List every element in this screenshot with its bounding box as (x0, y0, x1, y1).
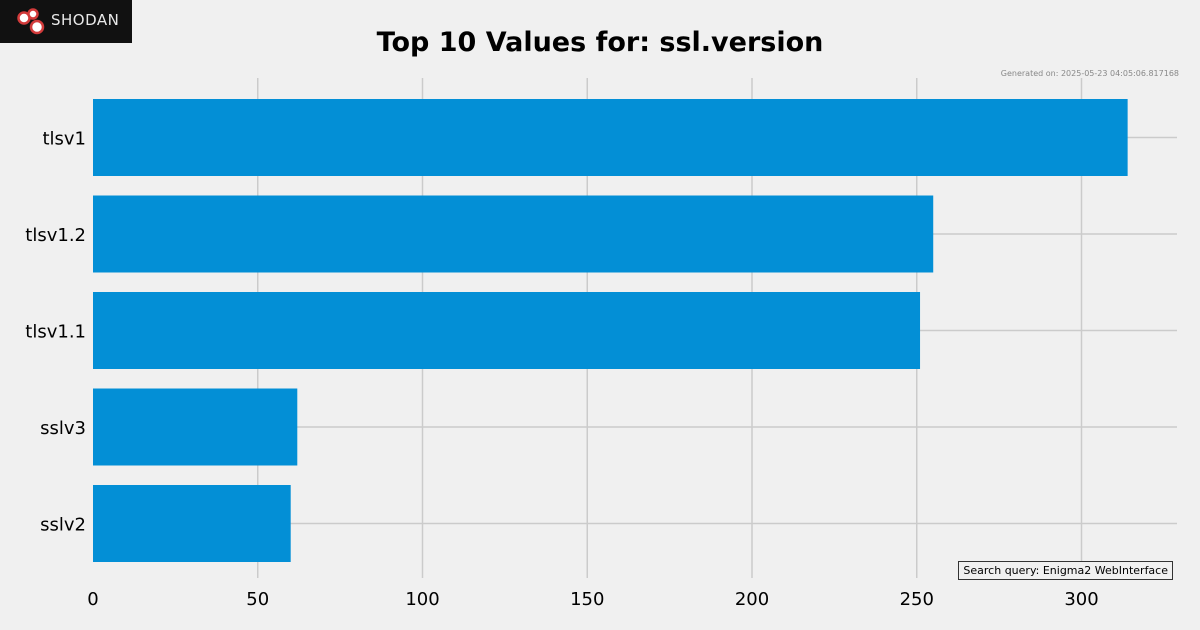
y-tick-label: sslv3 (40, 418, 86, 439)
x-tick-label: 300 (1064, 589, 1098, 610)
shodan-logo: SHODAN (0, 0, 132, 43)
x-tick-label: 250 (900, 589, 934, 610)
bar-sslv2 (93, 485, 291, 562)
bar-tlsv1.2 (93, 195, 934, 273)
y-tick-label: tlsv1 (42, 129, 86, 150)
y-tick-label: sslv2 (40, 515, 86, 536)
generated-timestamp: Generated on: 2025-05-23 04:05:06.817168 (1000, 69, 1179, 78)
x-tick-label: 0 (87, 589, 98, 610)
y-tick-label: tlsv1.2 (25, 225, 86, 246)
x-tick-label: 150 (570, 589, 604, 610)
bar-tlsv1.1 (93, 292, 921, 369)
chart-title: Top 10 Values for: ssl.version (376, 27, 824, 58)
x-tick-label: 100 (405, 589, 439, 610)
x-tick-label: 200 (735, 589, 769, 610)
shodan-logo-text: SHODAN (51, 11, 120, 29)
shodan-logo-icon (17, 8, 45, 35)
search-query-box: Search query: Enigma2 WebInterface (958, 561, 1173, 580)
bar-tlsv1 (93, 99, 1128, 176)
y-tick-label: tlsv1.1 (25, 322, 86, 343)
bar-sslv3 (93, 388, 298, 466)
x-tick-label: 50 (246, 589, 269, 610)
